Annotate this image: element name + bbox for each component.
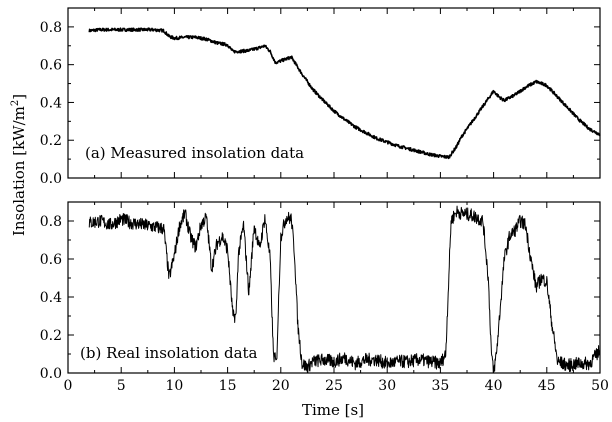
x-tick-label: 15	[219, 378, 237, 394]
y-axis-title: Insolation [kW/m2]	[10, 94, 28, 236]
panel-label-a: (a) Measured insolation data	[85, 144, 304, 162]
x-tick-label: 45	[538, 378, 556, 394]
x-axis-title: Time [s]	[302, 401, 364, 419]
x-tick-label: 5	[117, 378, 126, 394]
panel-real-insolation: 0 5 10 15 20 25 30 35 40 45 50 0.0 0.2 0.4 0.6 0.8 (b) R…	[40, 201, 609, 394]
y-axis-title-superscript: 2	[10, 100, 21, 106]
x-tick-label: 25	[325, 378, 343, 394]
y-tick-label: 0.6	[40, 252, 62, 268]
y-tick-label: 0.0	[40, 171, 62, 187]
y-tick-label: 0.0	[40, 366, 62, 382]
y-tick-label: 0.8	[40, 20, 62, 36]
y-tick-label: 0.4	[40, 95, 62, 111]
y-tick-label: 0.6	[40, 58, 62, 74]
x-tick-label: 0	[64, 378, 73, 394]
x-tick-label: 20	[272, 378, 290, 394]
y-tick-label: 0.8	[40, 214, 62, 230]
x-tick-label: 35	[431, 378, 449, 394]
panel-label-b: (b) Real insolation data	[80, 344, 258, 362]
x-tick-label: 50	[591, 378, 609, 394]
panel-measured-insolation: 0.0 0.2 0.4 0.6 0.8 (a) Measured insolation d…	[40, 7, 601, 187]
y-tick-label: 0.2	[40, 133, 62, 149]
x-tick-label: 10	[165, 378, 183, 394]
y-axis-title-end: ]	[10, 94, 28, 100]
y-tick-label: 0.2	[40, 328, 62, 344]
y-tick-label: 0.4	[40, 290, 62, 306]
x-tick-label: 30	[378, 378, 396, 394]
series-line-a	[88, 27, 601, 160]
series-line-b	[88, 205, 601, 374]
x-tick-label: 40	[485, 378, 503, 394]
